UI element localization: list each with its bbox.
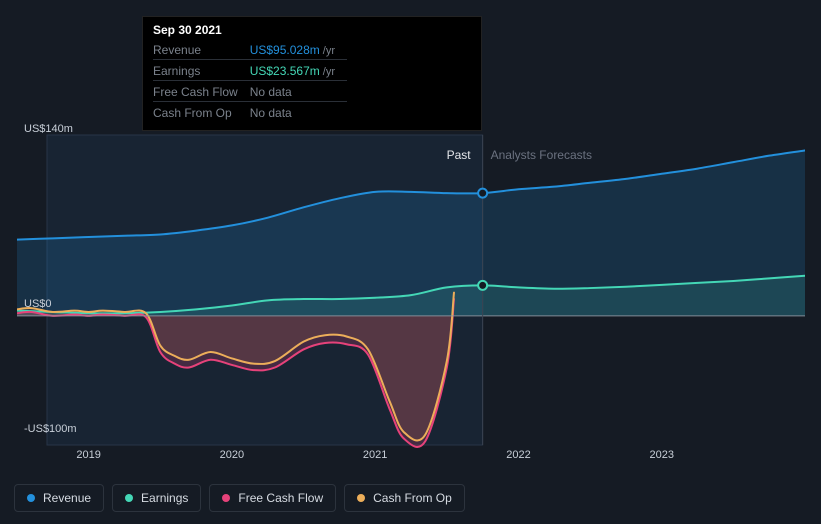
legend-toggle-earnings[interactable]: Earnings xyxy=(112,484,201,512)
legend-dot-icon xyxy=(27,494,35,502)
legend-toggle-cashFromOp[interactable]: Cash From Op xyxy=(344,484,465,512)
tooltip-row: RevenueUS$95.028m /yr xyxy=(153,41,347,59)
region-label-past: Past xyxy=(447,148,471,162)
tooltip-row-label: Cash From Op xyxy=(153,101,250,122)
tooltip-row-label: Free Cash Flow xyxy=(153,80,250,101)
legend-label: Earnings xyxy=(141,491,188,505)
chart-container: Sep 30 2021 RevenueUS$95.028m /yrEarning… xyxy=(0,0,821,524)
tooltip-row: Cash From OpNo data xyxy=(153,101,347,122)
y-axis-label: US$140m xyxy=(24,123,73,135)
legend-toggle-revenue[interactable]: Revenue xyxy=(14,484,104,512)
tooltip-rows: RevenueUS$95.028m /yrEarningsUS$23.567m … xyxy=(153,41,347,122)
legend-label: Revenue xyxy=(43,491,91,505)
y-axis-label: US$0 xyxy=(24,298,52,310)
chart-legend: Revenue Earnings Free Cash Flow Cash From O… xyxy=(14,484,465,512)
tooltip-row-label: Revenue xyxy=(153,41,250,59)
x-axis-label: 2022 xyxy=(506,449,530,461)
x-axis-label: 2020 xyxy=(220,449,244,461)
x-axis-label: 2021 xyxy=(363,449,387,461)
tooltip-row-value: US$95.028m /yr xyxy=(250,41,347,59)
y-axis-label: -US$100m xyxy=(24,423,77,435)
legend-dot-icon xyxy=(357,494,365,502)
tooltip-row: Free Cash FlowNo data xyxy=(153,80,347,101)
legend-label: Free Cash Flow xyxy=(238,491,323,505)
tooltip-date: Sep 30 2021 xyxy=(153,23,471,41)
legend-dot-icon xyxy=(125,494,133,502)
legend-dot-icon xyxy=(222,494,230,502)
x-axis-label: 2023 xyxy=(649,449,673,461)
tooltip-row-value: US$23.567m /yr xyxy=(250,59,347,80)
tooltip-row-value: No data xyxy=(250,101,347,122)
tooltip-row-value: No data xyxy=(250,80,347,101)
legend-label: Cash From Op xyxy=(373,491,452,505)
chart-tooltip: Sep 30 2021 RevenueUS$95.028m /yrEarning… xyxy=(142,16,482,131)
x-axis-label: 2019 xyxy=(76,449,100,461)
legend-toggle-freeCashFlow[interactable]: Free Cash Flow xyxy=(209,484,336,512)
region-label-forecast: Analysts Forecasts xyxy=(491,148,592,162)
tooltip-row: EarningsUS$23.567m /yr xyxy=(153,59,347,80)
tooltip-row-label: Earnings xyxy=(153,59,250,80)
